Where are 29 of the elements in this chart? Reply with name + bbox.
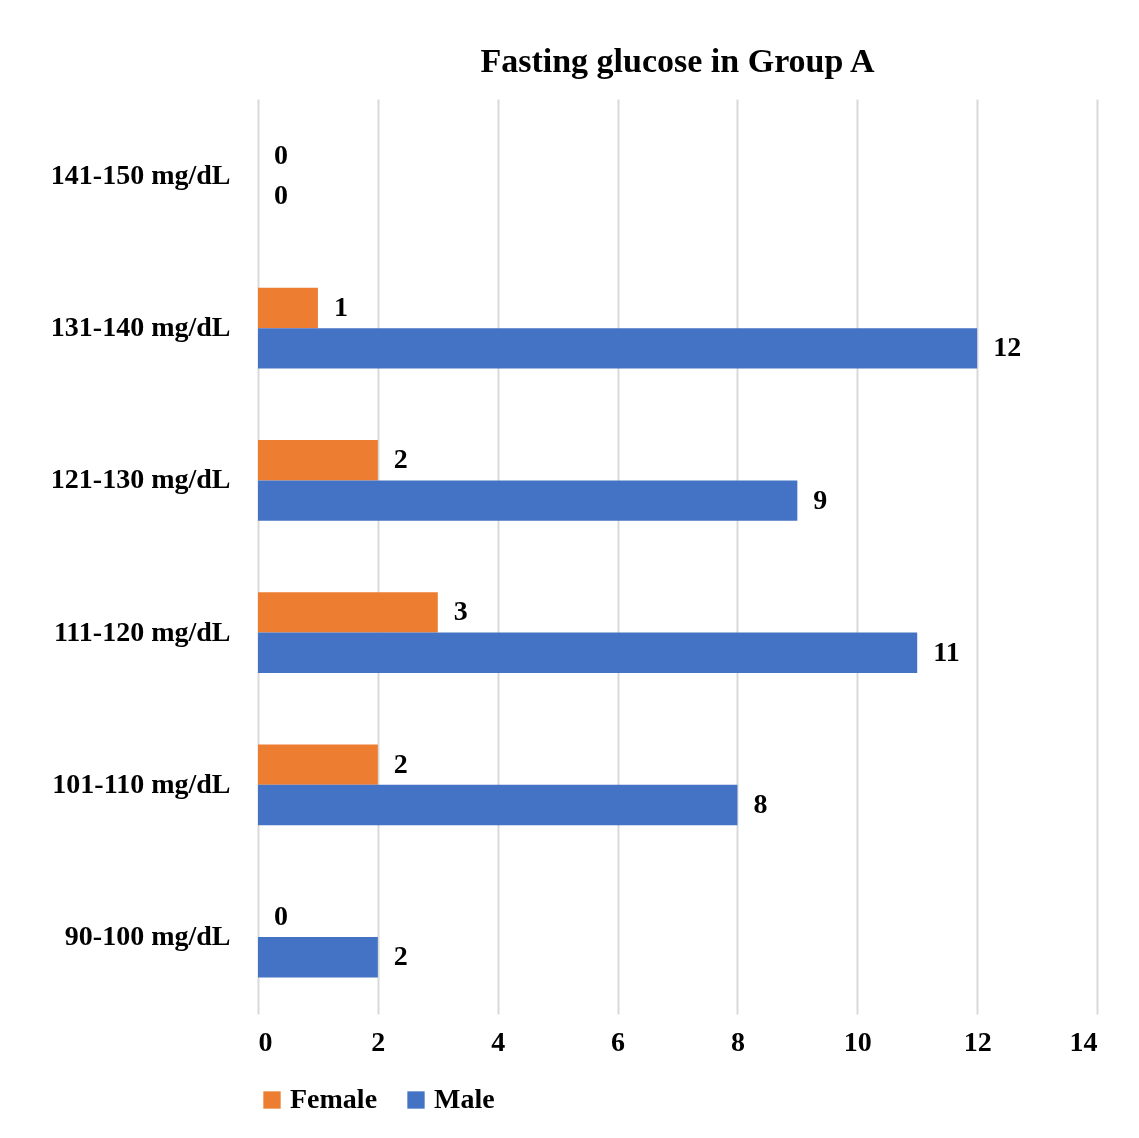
y-tick-label: 90-100 mg/dL (64, 920, 231, 952)
legend-label: Female (290, 1083, 378, 1114)
data-label: 0 (274, 179, 288, 211)
data-label: 12 (993, 331, 1022, 363)
legend-label: Male (434, 1083, 495, 1114)
y-tick-label: 101-110 mg/dL (52, 767, 231, 799)
y-tick-label: 141-150 mg/dL (50, 158, 231, 190)
x-tick-label: 14 (1069, 1025, 1098, 1057)
data-label: 2 (393, 443, 408, 475)
x-tick-label: 0 (258, 1025, 273, 1057)
x-tick-label: 6 (611, 1025, 626, 1057)
x-tick-label: 8 (730, 1025, 745, 1057)
x-tick-label: 4 (491, 1025, 506, 1057)
y-tick-label: 121-130 mg/dL (50, 463, 231, 495)
data-label: 9 (813, 483, 828, 515)
data-label: 2 (393, 940, 408, 972)
data-label: 3 (453, 595, 468, 627)
data-label: 0 (274, 899, 288, 931)
y-tick-label: 131-140 mg/dL (50, 311, 231, 343)
data-label: 0 (274, 138, 288, 170)
x-tick-label: 2 (371, 1025, 386, 1057)
data-label: 1 (333, 290, 348, 322)
data-label: 11 (933, 635, 960, 667)
chart-title: Fasting glucose in Group A (480, 42, 876, 79)
x-tick-label: 12 (963, 1025, 992, 1057)
data-label: 2 (393, 747, 408, 779)
x-tick-label: 10 (843, 1025, 872, 1057)
y-tick-label: 111-120 mg/dL (53, 615, 231, 647)
data-label: 8 (753, 788, 768, 820)
